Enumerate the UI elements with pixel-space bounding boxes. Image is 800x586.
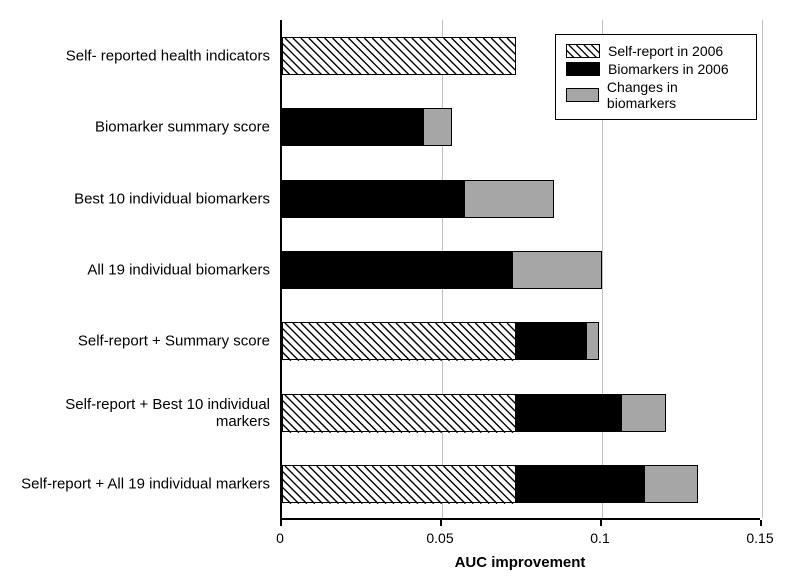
bar-segment-changes xyxy=(621,394,666,432)
category-label: Self-report + Summary score xyxy=(10,333,270,350)
legend-item-changes: Changes in biomarkers xyxy=(566,79,746,111)
category-label: Best 10 individual biomarkers xyxy=(10,190,270,207)
legend-label: Biomarkers in 2006 xyxy=(608,61,729,77)
gridline xyxy=(762,20,763,518)
bar-segment-bio2006 xyxy=(516,322,586,360)
bar-segment-bio2006 xyxy=(282,251,512,289)
bar-segment-changes xyxy=(512,251,602,289)
bar-segment-changes xyxy=(423,108,452,146)
legend: Self-report in 2006 Biomarkers in 2006 Cha… xyxy=(555,34,757,120)
legend-swatch-changes xyxy=(566,88,599,102)
x-tick-label: 0.1 xyxy=(590,530,609,546)
bar-segment-bio2006 xyxy=(282,180,464,218)
bar-segment-selfreport xyxy=(282,394,516,432)
bar-segment-changes xyxy=(586,322,599,360)
category-label: Biomarker summary score xyxy=(10,119,270,136)
x-tick-mark xyxy=(440,520,442,526)
bar-segment-bio2006 xyxy=(516,465,644,503)
bar-segment-selfreport xyxy=(282,465,516,503)
x-tick-mark xyxy=(600,520,602,526)
legend-swatch-selfreport xyxy=(566,44,600,58)
legend-swatch-bio2006 xyxy=(566,62,600,76)
category-label: Self-report + All 19 individual markers xyxy=(10,476,270,493)
legend-item-selfreport: Self-report in 2006 xyxy=(566,43,746,59)
x-tick-mark xyxy=(760,520,762,526)
legend-item-bio2006: Biomarkers in 2006 xyxy=(566,61,746,77)
x-tick-label: 0.05 xyxy=(426,530,453,546)
bar-segment-changes xyxy=(644,465,698,503)
auc-improvement-chart: Self- reported health indicators Biomarke… xyxy=(0,0,800,586)
bar-segment-selfreport xyxy=(282,322,516,360)
x-tick-mark xyxy=(280,520,282,526)
x-tick-label: 0 xyxy=(276,530,284,546)
legend-label: Changes in biomarkers xyxy=(607,79,746,111)
x-tick-label: 0.15 xyxy=(746,530,773,546)
bar-segment-bio2006 xyxy=(282,108,423,146)
legend-label: Self-report in 2006 xyxy=(608,43,723,59)
category-label: All 19 individual biomarkers xyxy=(10,261,270,278)
bar-segment-bio2006 xyxy=(516,394,622,432)
category-label: Self- reported health indicators xyxy=(10,47,270,64)
x-axis-title: AUC improvement xyxy=(455,554,586,571)
bar-segment-changes xyxy=(464,180,554,218)
bar-segment-selfreport xyxy=(282,37,516,75)
category-label: Self-report + Best 10 individual markers xyxy=(10,396,270,431)
